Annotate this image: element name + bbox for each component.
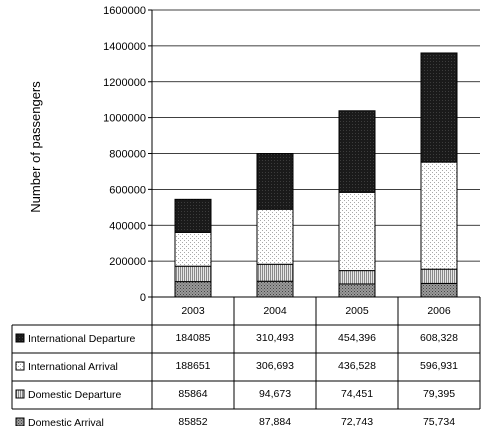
data-label: 310,493 — [256, 332, 294, 344]
bar-segment — [256, 208, 294, 265]
x-tick-label: 2003 — [181, 305, 205, 317]
data-label: 75,734 — [423, 416, 455, 426]
legend-swatch — [15, 361, 25, 371]
bar-segment — [256, 280, 294, 298]
data-label: 94,673 — [259, 388, 291, 400]
x-tick-label: 2004 — [263, 305, 287, 317]
y-tick-label: 0 — [140, 292, 146, 304]
y-tick-label: 1200000 — [103, 77, 146, 89]
bar-segment — [338, 283, 376, 298]
y-axis: 0 200000 400000 600000 800000 1000000 1200000 1… — [103, 5, 153, 304]
legend-label: International Departure — [28, 333, 136, 345]
data-label: 87,884 — [259, 416, 291, 426]
legend-label: International Arrival — [28, 361, 118, 373]
legend-swatch — [15, 333, 25, 343]
bar-segment — [338, 110, 376, 193]
bar-segment — [420, 268, 458, 284]
bar-segment — [420, 161, 458, 270]
y-tick-label: 200000 — [109, 256, 146, 268]
data-label: 306,693 — [256, 360, 294, 372]
x-tick-label: 2006 — [427, 305, 451, 317]
legend-label: Domestic Departure — [28, 389, 122, 401]
data-label: 184085 — [175, 332, 210, 344]
y-tick-label: 1600000 — [103, 5, 146, 17]
bar-segment — [420, 52, 458, 163]
data-table: 2003 2004 2005 2006 International Departure 1… — [11, 296, 481, 426]
y-tick-label: 400000 — [109, 220, 146, 232]
bar-segment — [420, 282, 458, 298]
x-tick-label: 2005 — [345, 305, 369, 317]
bar-segment — [338, 191, 376, 272]
data-label: 436,528 — [338, 360, 376, 372]
legend-swatch — [15, 417, 25, 426]
data-label: 85852 — [178, 416, 207, 426]
data-label: 188651 — [175, 360, 210, 372]
bar-segment — [256, 153, 294, 210]
bar-segment — [174, 198, 212, 233]
legend-label: Domestic Arrival — [28, 417, 104, 426]
bars — [174, 52, 458, 298]
bar-segment — [174, 281, 212, 298]
data-label: 608,328 — [420, 332, 458, 344]
data-label: 85864 — [178, 388, 207, 400]
y-tick-label: 800000 — [109, 149, 146, 161]
y-tick-label: 600000 — [109, 184, 146, 196]
bar-segment — [256, 263, 294, 282]
data-label: 454,396 — [338, 332, 376, 344]
data-label: 72,743 — [341, 416, 373, 426]
data-label: 596,931 — [420, 360, 458, 372]
bar-segment — [174, 231, 212, 267]
y-axis-label: Number of passengers — [28, 81, 43, 213]
data-label: 79,395 — [423, 388, 455, 400]
bar-segment — [338, 270, 376, 285]
y-tick-label: 1400000 — [103, 41, 146, 53]
data-label: 74,451 — [341, 388, 373, 400]
bar-segment — [174, 265, 212, 283]
legend-swatch — [15, 389, 25, 399]
y-tick-label: 1000000 — [103, 113, 146, 125]
